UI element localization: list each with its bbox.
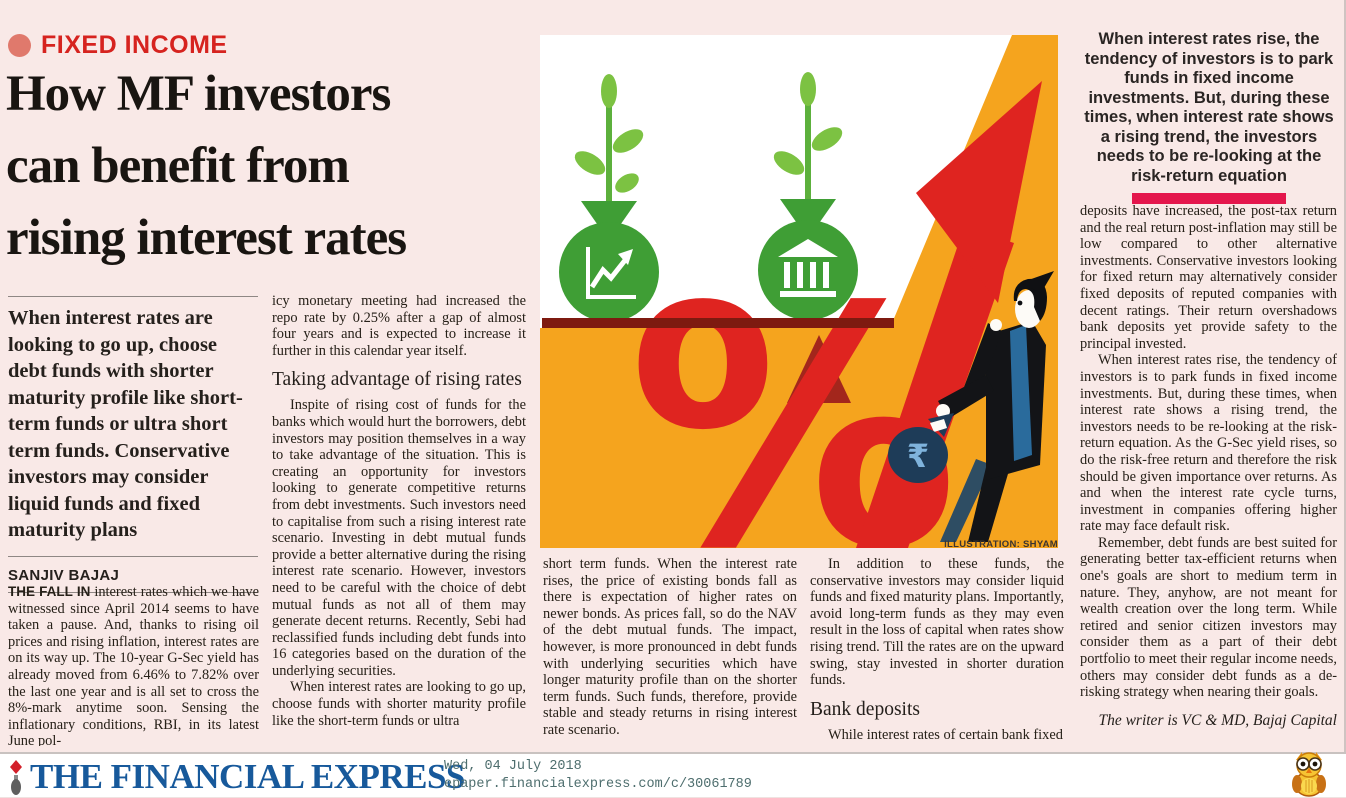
paragraph: When interest rates are looking to go up… [272,679,526,729]
standfirst-block: When interest rates are looking to go up… [8,296,258,593]
paragraph: Remember, debt funds are best suited for… [1080,534,1337,701]
headline-line-3: rising interest rates [6,210,407,266]
pull-quote-underline [1132,193,1286,204]
paragraph: icy monetary meeting had increased the r… [272,293,526,359]
writer-credit: The writer is VC & MD, Bajaj Capital [1098,712,1337,729]
epaper-meta: Wed, 04 July 2018 epaper.financialexpres… [444,758,752,794]
section-label: FIXED INCOME [41,31,228,59]
paragraph: When interest rates rise, the tendency o… [1080,352,1337,535]
pull-quote-text: When interest rates rise, the tendency o… [1084,30,1334,185]
lead-in: THE FALL IN [8,584,91,599]
illustration-graphic: % [540,35,1058,548]
growth-bag-bank [758,72,858,320]
body-column-1: THE FALL IN interest rates which we have… [8,584,259,746]
fe-logo-mark-icon [10,760,22,795]
rule [8,296,258,297]
growth-bag-chart [559,74,659,322]
section-kicker: FIXED INCOME [8,31,228,60]
rule [8,591,258,593]
owl-mascot-icon[interactable] [1286,750,1332,798]
pull-quote: When interest rates rise, the tendency o… [1080,30,1338,204]
epaper-date: Wed, 04 July 2018 [444,759,582,774]
rule [8,555,258,557]
subhead-taking-advantage: Taking advantage of rising rates [272,369,522,391]
headline-line-1: How MF investors [6,66,391,122]
body-column-5: deposits have increased, the post-tax re… [1080,203,1337,703]
thinking-man: ₹ [888,271,1054,542]
article-headline: How MF investors can benefit from rising… [6,58,534,274]
paragraph-text: interest rates which we have witnessed s… [8,584,259,746]
financial-express-logo: THE FINANCIAL EXPRESS [6,757,465,797]
paragraph: short term funds. When the interest rate… [543,556,797,738]
rupee-symbol: ₹ [907,437,929,475]
standfirst: When interest rates are looking to go up… [8,307,243,541]
body-column-4: In addition to these funds, the conserva… [810,556,1064,746]
article-illustration: % [540,35,1058,550]
body-column-2: icy monetary meeting had increased the r… [272,293,526,746]
paragraph: deposits have increased, the post-tax re… [1080,203,1337,352]
paragraph: While interest rates of certain bank fix… [828,726,1063,743]
illustration-credit: ILLUSTRATION: SHYAM [944,539,1058,550]
paragraph: THE FALL IN interest rates which we have… [8,584,259,746]
section-dot-icon [8,34,31,57]
headline-line-2: can benefit from [6,138,350,194]
masthead-title: THE FINANCIAL EXPRESS [30,757,465,796]
paragraph: In addition to these funds, the conserva… [810,556,1064,689]
paragraph: Inspite of rising cost of funds for the … [272,397,526,679]
subhead-bank-deposits: Bank deposits [810,698,920,720]
byline: SANJIV BAJAJ [8,566,120,584]
body-column-3: short term funds. When the interest rate… [543,556,797,746]
epaper-url[interactable]: epaper.financialexpress.com/c/30061789 [444,777,752,792]
epaper-footer: THE FINANCIAL EXPRESS Wed, 04 July 2018 … [0,752,1346,797]
